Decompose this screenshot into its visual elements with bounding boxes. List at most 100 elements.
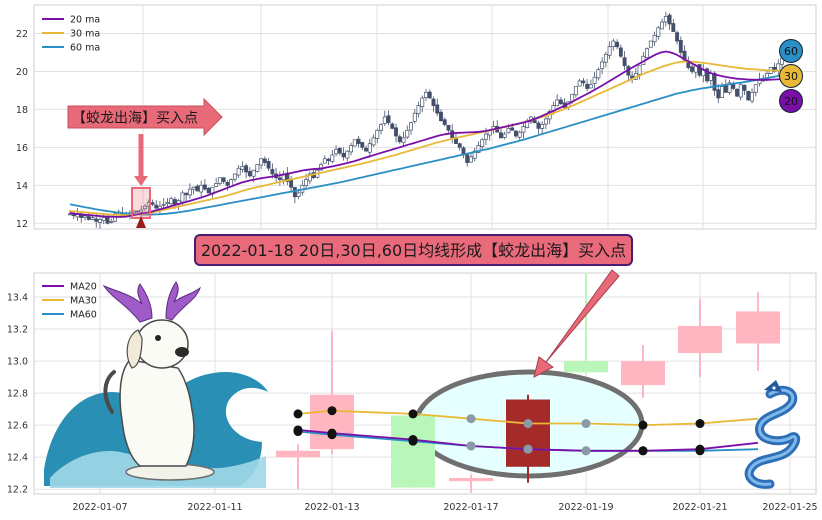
dragon-horn-left: [102, 283, 153, 323]
banner-text: 2022-01-18 20日,30日,60日均线形成【蛟龙出海】买入点: [201, 241, 626, 260]
top-candle-body: [345, 150, 350, 159]
bottom-ma20-point: [293, 425, 303, 435]
bottom-candle-body: [391, 415, 435, 488]
bottom-ma20-point: [581, 446, 591, 456]
top-candle-body: [663, 16, 668, 23]
top-candle-body: [675, 32, 680, 42]
bottom-candle-body: [506, 399, 550, 467]
legend-label-20ma: 20 ma: [70, 15, 100, 26]
bottom-ma20-point: [327, 428, 337, 438]
top-candle-body: [349, 145, 354, 153]
bottom-x-ticks: 2022-01-07 2022-01-11 2022-01-13 2022-01-17…: [72, 502, 817, 513]
bottom-ma-lines: [293, 406, 759, 456]
bottom-x-tick-label: 2022-01-25: [762, 502, 817, 513]
bottom-y-tick-label: 13.2: [7, 325, 28, 336]
top-candle-body: [558, 99, 563, 105]
top-candle-body: [742, 84, 747, 91]
dragon-eye: [772, 386, 776, 390]
top-candle-body: [101, 217, 106, 221]
top-candle-body: [195, 185, 200, 192]
top-candle-body: [521, 126, 526, 133]
top-legend: 20 ma 30 ma 60 ma: [42, 15, 100, 54]
top-candle-body: [618, 47, 623, 57]
bottom-y-tick-label: 12.2: [7, 485, 28, 496]
dog-tail: [103, 370, 116, 414]
top-candle-body: [484, 133, 488, 140]
top-candle-body: [502, 133, 507, 138]
top-candle-body: [240, 166, 245, 171]
top-candle-body: [206, 187, 211, 194]
top-candle-body: [244, 165, 249, 173]
badge-20-circle: [779, 89, 803, 113]
legend-label-30ma: 30 ma: [70, 29, 100, 40]
top-candle-body: [326, 158, 331, 162]
top-candle-body: [648, 40, 653, 48]
bottom-ma20-point: [408, 435, 418, 445]
top-candle-body: [352, 139, 357, 147]
legend-label-ma20: MA20: [70, 282, 97, 293]
buy-point-up-marker: [136, 216, 146, 228]
top-candle-body: [678, 39, 683, 53]
bottom-ma30-point: [327, 406, 337, 416]
top-candle-body: [304, 179, 309, 186]
top-candle-body: [615, 41, 620, 48]
top-candle-body: [90, 217, 95, 220]
top-candle-body: [660, 21, 665, 30]
top-candle-body: [360, 142, 365, 148]
top-candle-body: [202, 184, 207, 190]
bottom-ma20-point: [523, 444, 533, 454]
top-candle-body: [480, 139, 485, 147]
top-ma30-line: [69, 60, 783, 217]
top-candle-body: [656, 27, 661, 37]
dog-ear: [126, 329, 143, 369]
top-candle-body: [592, 76, 597, 84]
top-candle-body: [105, 216, 110, 224]
bottom-y-tick-label: 12.6: [7, 421, 28, 432]
top-candle-body: [109, 221, 114, 223]
top-candle-body: [259, 158, 264, 166]
bottom-x-tick-label: 2022-01-17: [443, 502, 498, 513]
top-candle-body: [409, 122, 413, 131]
top-candle-body: [405, 129, 410, 138]
bottom-x-tick-label: 2022-01-11: [187, 502, 242, 513]
top-candle-body: [712, 72, 717, 91]
top-candle-body: [446, 124, 451, 131]
top-candle-body: [292, 187, 297, 198]
top-candle-body: [607, 46, 612, 56]
top-candle-body: [551, 105, 556, 113]
top-candle-body: [199, 184, 204, 193]
top-candle-body: [390, 123, 395, 129]
top-candle-body: [356, 138, 361, 144]
top-candle-body: [142, 205, 147, 210]
top-candle-body: [476, 145, 481, 153]
top-candle-body: [277, 177, 282, 180]
top-candle-body: [540, 124, 545, 129]
top-candle-body: [536, 122, 541, 129]
top-candle-body: [296, 192, 301, 197]
top-candle-body: [135, 210, 140, 213]
top-candle-body: [465, 154, 470, 163]
top-candle-body: [364, 147, 368, 152]
top-candle-body: [735, 88, 739, 97]
bottom-ma30-point: [695, 419, 705, 429]
top-candle-body: [161, 203, 166, 206]
bottom-y-tick-label: 12.4: [7, 453, 28, 464]
badge-60-circle: [779, 39, 803, 63]
top-candle-body: [427, 91, 432, 99]
top-candle-body: [191, 186, 196, 190]
top-candle-body: [705, 68, 710, 82]
top-candle-body: [738, 84, 743, 98]
top-ma20-line: [69, 50, 783, 218]
top-candle-body: [247, 171, 252, 177]
top-candle-body: [603, 54, 608, 63]
top-candle-body: [150, 202, 155, 205]
bottom-ma20-point: [466, 441, 476, 451]
bottom-ma30-point: [466, 414, 476, 424]
badge-30-circle: [779, 64, 803, 88]
top-candle-body: [184, 192, 189, 196]
top-candle-body: [581, 80, 586, 84]
top-candle-body: [498, 132, 503, 139]
top-candle-body: [401, 137, 406, 143]
top-candle-body: [431, 98, 436, 106]
bottom-legend: MA20 MA30 MA60: [42, 282, 97, 321]
